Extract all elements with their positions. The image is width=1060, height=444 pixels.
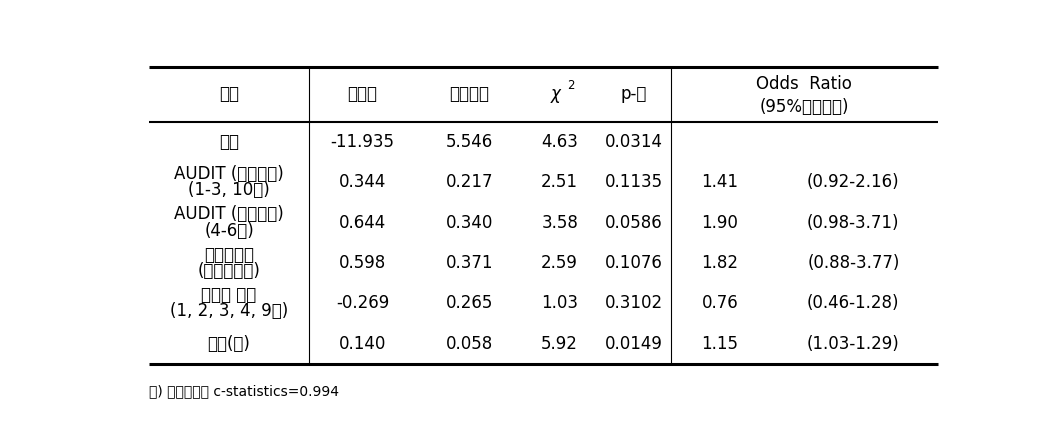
Text: 0.344: 0.344 bbox=[339, 173, 386, 191]
Text: 1.82: 1.82 bbox=[702, 254, 739, 272]
Text: χ: χ bbox=[550, 85, 561, 103]
Text: Odds  Ratio: Odds Ratio bbox=[756, 75, 852, 93]
Text: 1.15: 1.15 bbox=[702, 334, 739, 353]
Text: AUDIT (의존증상): AUDIT (의존증상) bbox=[174, 205, 284, 223]
Text: 0.217: 0.217 bbox=[445, 173, 493, 191]
Text: 0.1135: 0.1135 bbox=[604, 173, 662, 191]
Text: 0.0149: 0.0149 bbox=[604, 334, 662, 353]
Text: 0.1076: 0.1076 bbox=[604, 254, 662, 272]
Text: 0.140: 0.140 bbox=[339, 334, 386, 353]
Text: 표준오차: 표준오차 bbox=[449, 85, 490, 103]
Text: (0.98-3.71): (0.98-3.71) bbox=[807, 214, 900, 231]
Text: 추정치: 추정치 bbox=[348, 85, 377, 103]
Text: 0.0586: 0.0586 bbox=[605, 214, 662, 231]
Text: 5.546: 5.546 bbox=[445, 133, 493, 151]
Text: 1.03: 1.03 bbox=[542, 294, 578, 312]
Text: 0.76: 0.76 bbox=[702, 294, 738, 312]
Text: (95%신뢰구간): (95%신뢰구간) bbox=[759, 98, 849, 116]
Text: 0.058: 0.058 bbox=[445, 334, 493, 353]
Text: 1.41: 1.41 bbox=[702, 173, 739, 191]
Text: 0.644: 0.644 bbox=[339, 214, 386, 231]
Text: p-값: p-값 bbox=[620, 85, 647, 103]
Text: 연령(세): 연령(세) bbox=[208, 334, 250, 353]
Text: 0.265: 0.265 bbox=[445, 294, 493, 312]
Text: 0.598: 0.598 bbox=[339, 254, 386, 272]
Text: (4-6번): (4-6번) bbox=[205, 222, 254, 240]
Text: 0.340: 0.340 bbox=[445, 214, 493, 231]
Text: 0.371: 0.371 bbox=[445, 254, 493, 272]
Text: 3.58: 3.58 bbox=[542, 214, 578, 231]
Text: (1, 2, 3, 4, 9번): (1, 2, 3, 4, 9번) bbox=[170, 302, 288, 321]
Text: 1.90: 1.90 bbox=[702, 214, 739, 231]
Text: (0.88-3.77): (0.88-3.77) bbox=[807, 254, 900, 272]
Text: -0.269: -0.269 bbox=[336, 294, 389, 312]
Text: (1.03-1.29): (1.03-1.29) bbox=[807, 334, 900, 353]
Text: 2: 2 bbox=[567, 79, 575, 92]
Text: 주) 모형적합도 c-statistics=0.994: 주) 모형적합도 c-statistics=0.994 bbox=[148, 384, 339, 398]
Text: 변수: 변수 bbox=[219, 85, 238, 103]
Text: (0.92-2.16): (0.92-2.16) bbox=[807, 173, 900, 191]
Text: (강박적음주): (강박적음주) bbox=[197, 262, 261, 280]
Text: AUDIT (간편도구): AUDIT (간편도구) bbox=[174, 165, 284, 183]
Text: 상수: 상수 bbox=[219, 133, 238, 151]
Text: -11.935: -11.935 bbox=[331, 133, 394, 151]
Text: 2.59: 2.59 bbox=[542, 254, 578, 272]
Text: 4.63: 4.63 bbox=[542, 133, 578, 151]
Text: 자존감 일부: 자존감 일부 bbox=[201, 286, 257, 304]
Text: 0.0314: 0.0314 bbox=[604, 133, 662, 151]
Text: 5.92: 5.92 bbox=[542, 334, 578, 353]
Text: 2.51: 2.51 bbox=[542, 173, 578, 191]
Text: 0.3102: 0.3102 bbox=[604, 294, 662, 312]
Text: (0.46-1.28): (0.46-1.28) bbox=[807, 294, 900, 312]
Text: (1-3, 10번): (1-3, 10번) bbox=[189, 181, 270, 199]
Text: 알코올의존: 알코올의존 bbox=[204, 246, 254, 264]
